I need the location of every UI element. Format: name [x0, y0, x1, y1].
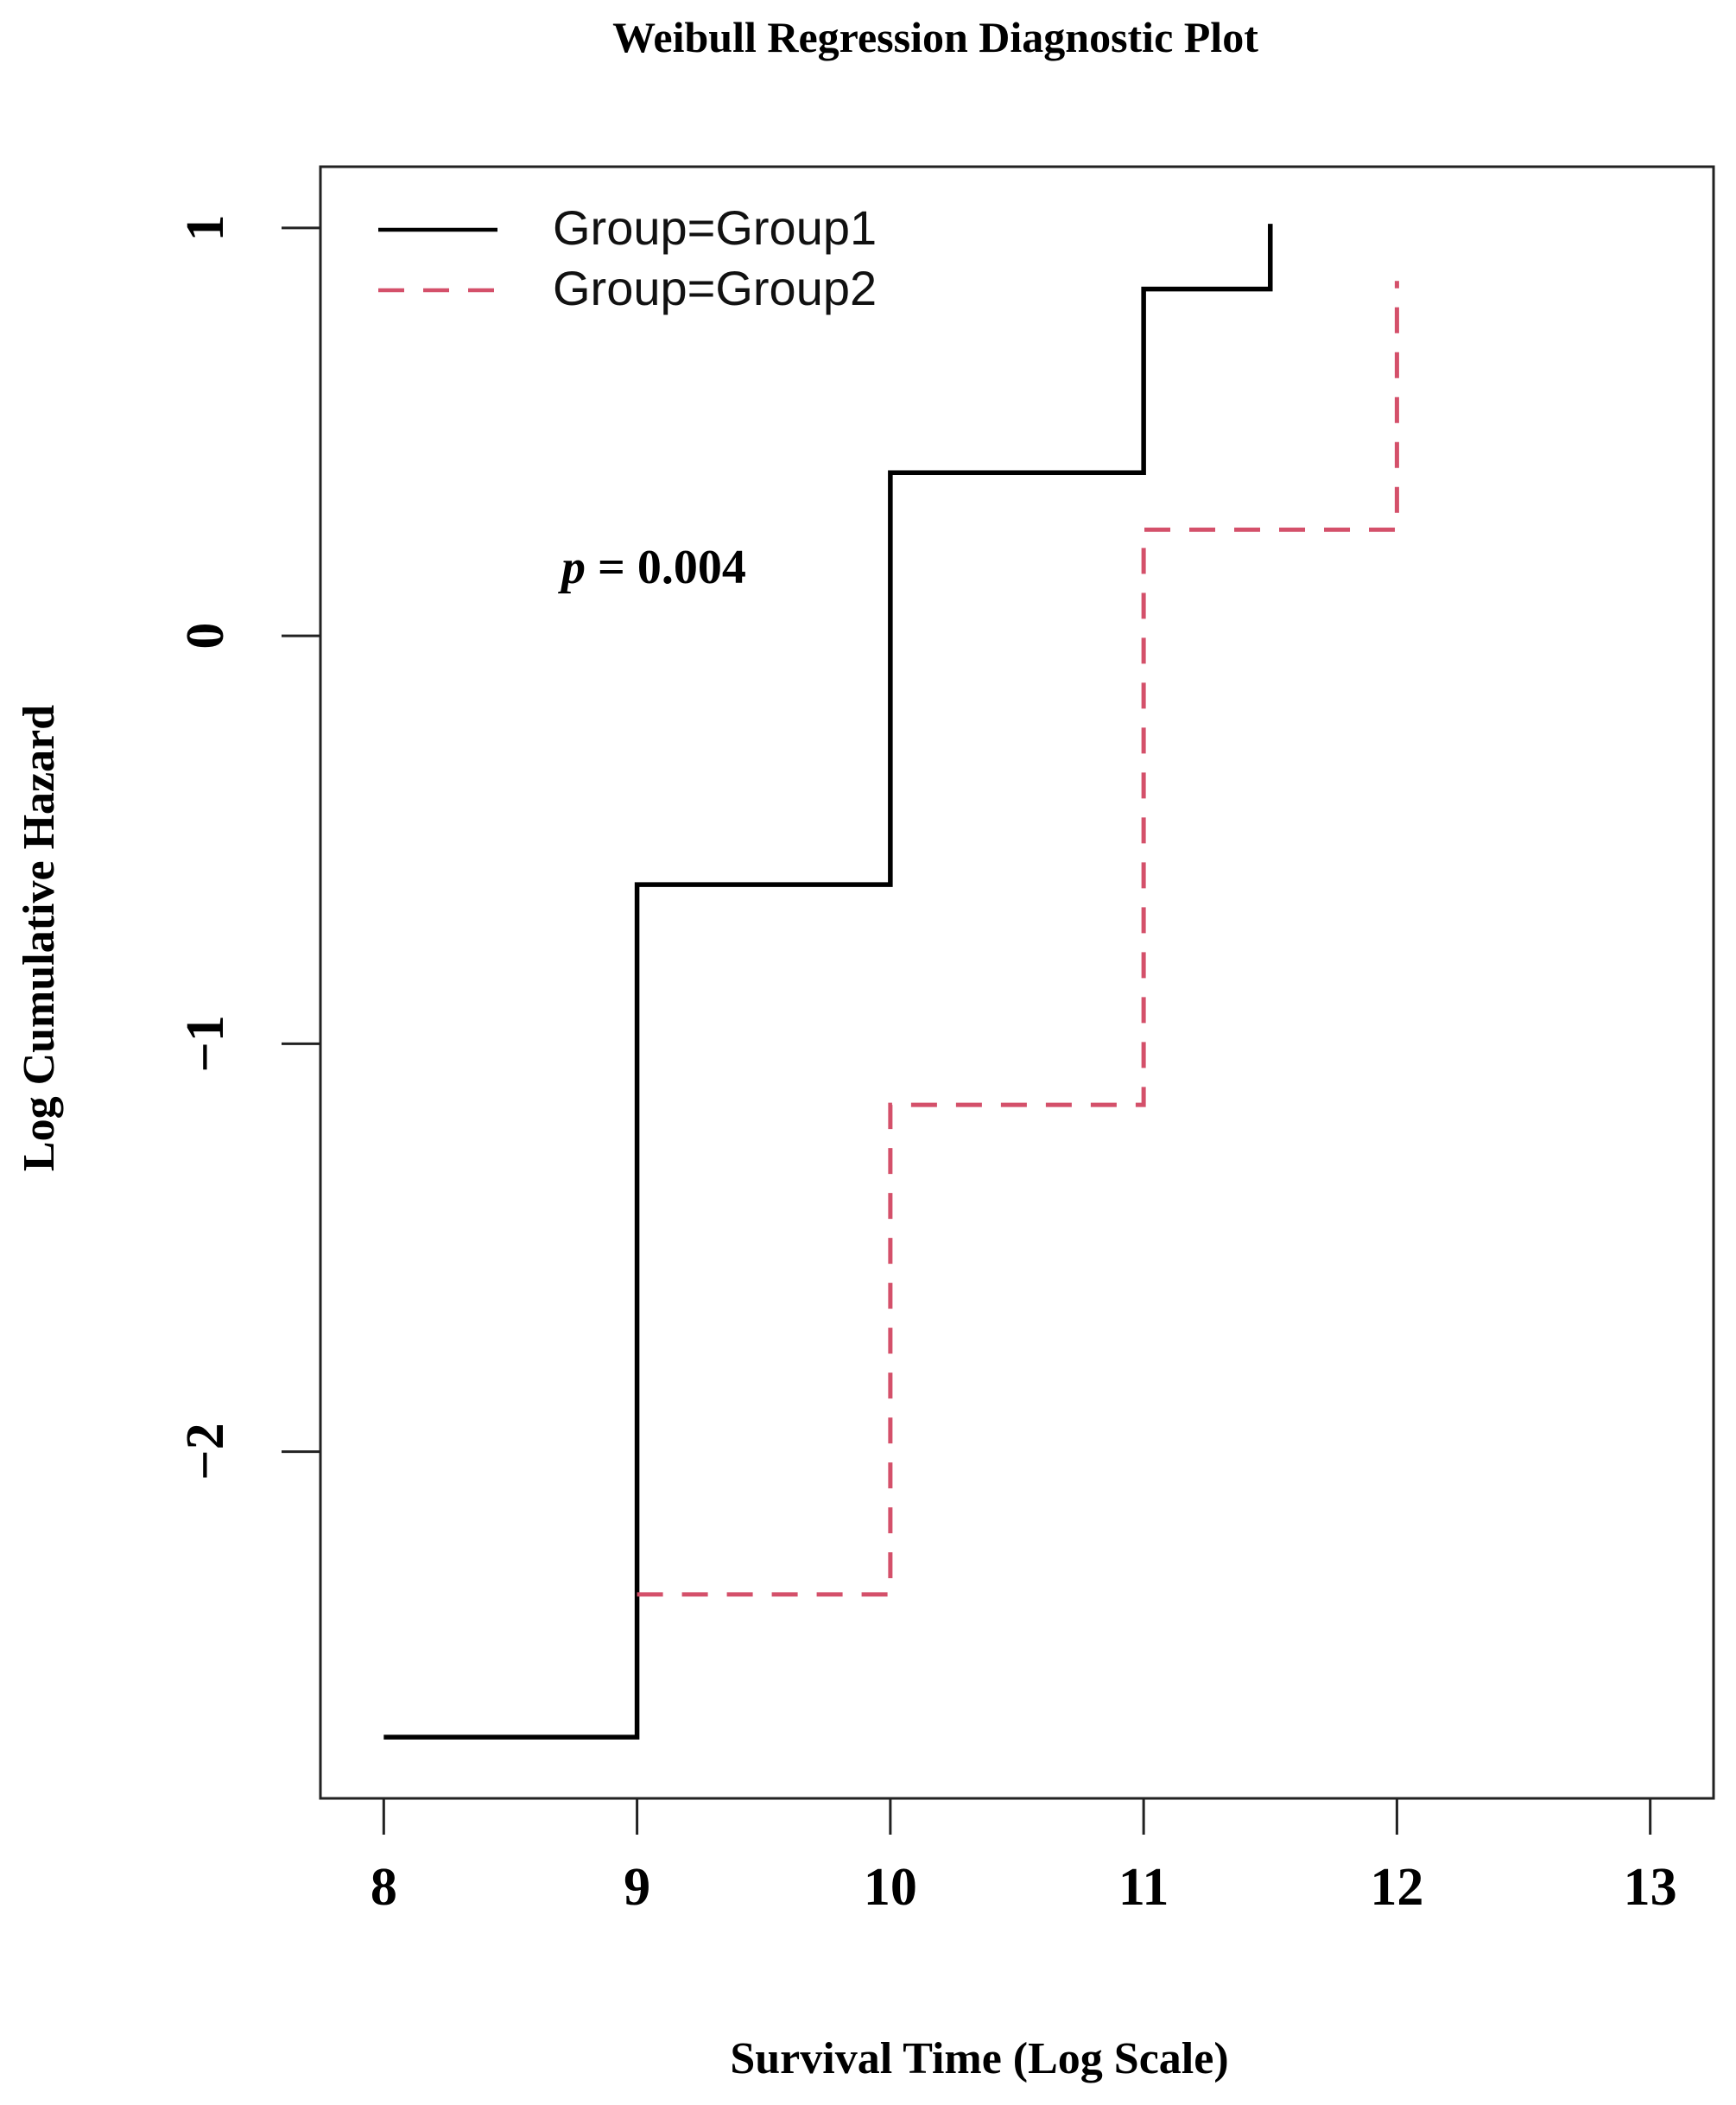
p-value-text: = 0.004 [586, 541, 746, 594]
p-value-annotation: p = 0.004 [558, 541, 746, 594]
x-tick-label-9: 9 [624, 1858, 650, 1917]
x-tick-label-10: 10 [864, 1858, 917, 1917]
y-tick-label--1: −1 [176, 1015, 235, 1072]
series-layer [383, 224, 1399, 1740]
legend-label-group2: Group=Group2 [553, 261, 877, 315]
p-symbol: p [558, 541, 586, 594]
x-axis-label: Survival Time (Log Scale) [730, 2034, 1228, 2083]
x-tick-label-8: 8 [371, 1858, 397, 1917]
y-axis-label: Log Cumulative Hazard [15, 705, 64, 1171]
series-line-group1 [383, 224, 1273, 1740]
chart-title: Weibull Regression Diagnostic Plot [612, 13, 1258, 61]
x-tick-label-13: 13 [1624, 1858, 1677, 1917]
x-axis: 8 9 10 11 12 13 [371, 1797, 1677, 1917]
y-tick-label--2: −2 [176, 1423, 235, 1480]
legend-label-group1: Group=Group1 [553, 200, 877, 255]
x-tick-label-12: 12 [1370, 1858, 1423, 1917]
y-tick-label-0: 0 [176, 623, 235, 650]
series-line-group2 [637, 281, 1399, 1597]
plot-frame [319, 165, 1715, 1800]
y-axis: −2 −1 0 1 [176, 214, 322, 1480]
y-tick-label-1: 1 [176, 214, 235, 241]
legend: Group=Group1 Group=Group2 [378, 200, 877, 315]
x-tick-label-11: 11 [1118, 1858, 1169, 1917]
